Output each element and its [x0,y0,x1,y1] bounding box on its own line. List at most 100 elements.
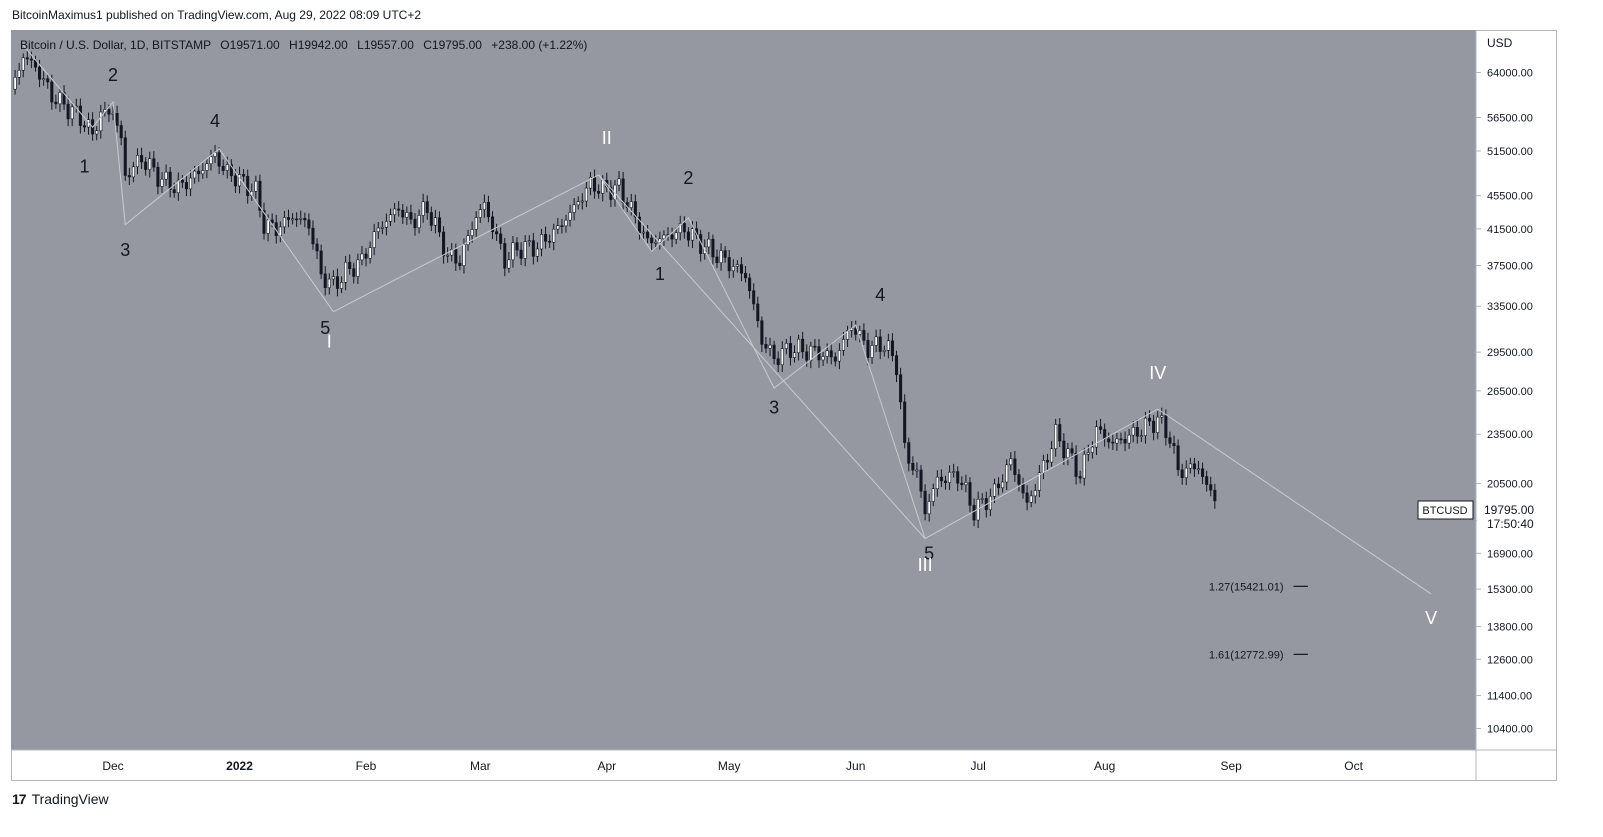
candle-body [862,330,866,341]
candle-body [217,152,221,167]
legend-row: Bitcoin / U.S. Dollar, 1D, BITSTAMP O195… [20,38,587,52]
fib-extension-levels: 1.27(15421.01) 1.61(12772.99) [1209,581,1308,661]
candle-body [903,401,907,443]
candle-body [225,164,229,171]
candle-body [776,358,780,366]
candle-body [531,240,535,257]
candle-body [164,171,168,180]
legend-high-label: H [289,38,298,52]
candle-body [78,105,82,126]
candle-body [201,170,205,175]
price-tag-countdown: 17:50:40 [1487,517,1534,531]
time-axis-tick-label: Oct [1344,759,1363,773]
wave-label: II [602,128,612,148]
wave-label: 3 [120,240,130,260]
legend-close-value: 19795.00 [432,38,482,52]
time-axis-tick-label: 2022 [226,759,253,773]
tradingview-logo-icon: 17 [12,791,27,807]
price-axis[interactable]: 64000.00 56500.00 51500.00 45500.00 41500.00… [1476,68,1533,736]
price-axis-tick-label: 11400.00 [1487,690,1532,702]
time-axis-tick-label: Jun [846,759,865,773]
candle-body [70,106,74,120]
candle-body [539,234,544,250]
time-axis-tick-label: Sep [1220,759,1242,773]
wave-label: 4 [875,285,885,305]
candle-body [50,81,54,103]
candle-body [948,471,952,483]
candle-body [446,254,450,257]
wave-label: 5 [924,544,934,564]
candle-body [42,78,46,81]
candle-body [511,242,515,261]
candle-body [727,257,731,272]
wave-line-minor-waves-1 [22,45,334,312]
candle-body [286,217,291,220]
candle-body [1127,434,1131,444]
candle-body [17,69,21,78]
candle-body [380,227,384,229]
candle-body [919,469,923,492]
candle-body [593,176,597,192]
candle-body [58,92,62,105]
candle-body [1123,439,1127,444]
candle-body [1135,427,1139,437]
candle-body [1111,441,1115,444]
candle-body [1205,476,1209,485]
candle-body [952,471,956,473]
candle-body [442,231,446,257]
candle-body [401,209,405,218]
candle-body [246,175,250,196]
price-axis-tick-label: 29500.00 [1487,347,1533,359]
candle-body [768,344,772,349]
candle-body [1090,446,1094,453]
candle-body [344,261,348,283]
candle-body [519,249,523,259]
candle-body [1017,474,1021,485]
candle-body [813,345,817,348]
candle-body [335,276,339,289]
candle-body [629,201,633,208]
candle-body [874,336,878,346]
legend-open-label: O [220,38,229,52]
wave-label: I [327,331,332,351]
candle-body [841,339,846,351]
time-axis-tick-label: May [718,759,741,773]
price-chart[interactable]: 1.27(15421.01)1.61(12772.99) 21435III214… [11,30,1557,781]
wave-label: 4 [210,111,220,131]
candle-body [388,214,393,222]
candle-body [678,223,682,234]
candle-body [1213,489,1217,502]
candle-body [756,303,760,322]
price-axis-tick-label: 33500.00 [1487,301,1533,313]
candle-body [495,231,499,235]
footer-brand[interactable]: 17 TradingView [12,791,109,807]
candle-body [266,219,270,234]
candle-body [992,483,996,497]
candle-body [307,219,311,229]
candle-body [829,350,833,358]
candle-body [319,250,323,275]
candle-body [384,221,388,228]
candle-body [1115,438,1119,444]
candle-body [29,58,33,61]
candle-body [429,212,433,226]
candle-body [797,338,801,354]
candle-body [878,336,882,352]
candle-body [739,264,743,274]
candle-body [295,218,299,221]
candle-body [282,217,286,228]
time-axis[interactable]: Dec 2022 Feb Mar Apr May Jun Jul Aug Sep Oct [102,759,1363,773]
candle-body [588,176,592,189]
candle-body [486,201,490,218]
candle-body [1148,417,1152,422]
candlestick-series [13,50,1217,529]
candle-body [462,244,466,266]
candle-body [801,338,805,353]
candle-body [152,158,156,168]
candle-body [1009,458,1013,466]
candle-body [413,218,417,229]
candle-body [340,282,344,289]
candle-body [523,241,527,259]
legend-low-value: 19557.00 [364,38,414,52]
candle-body [437,217,442,233]
